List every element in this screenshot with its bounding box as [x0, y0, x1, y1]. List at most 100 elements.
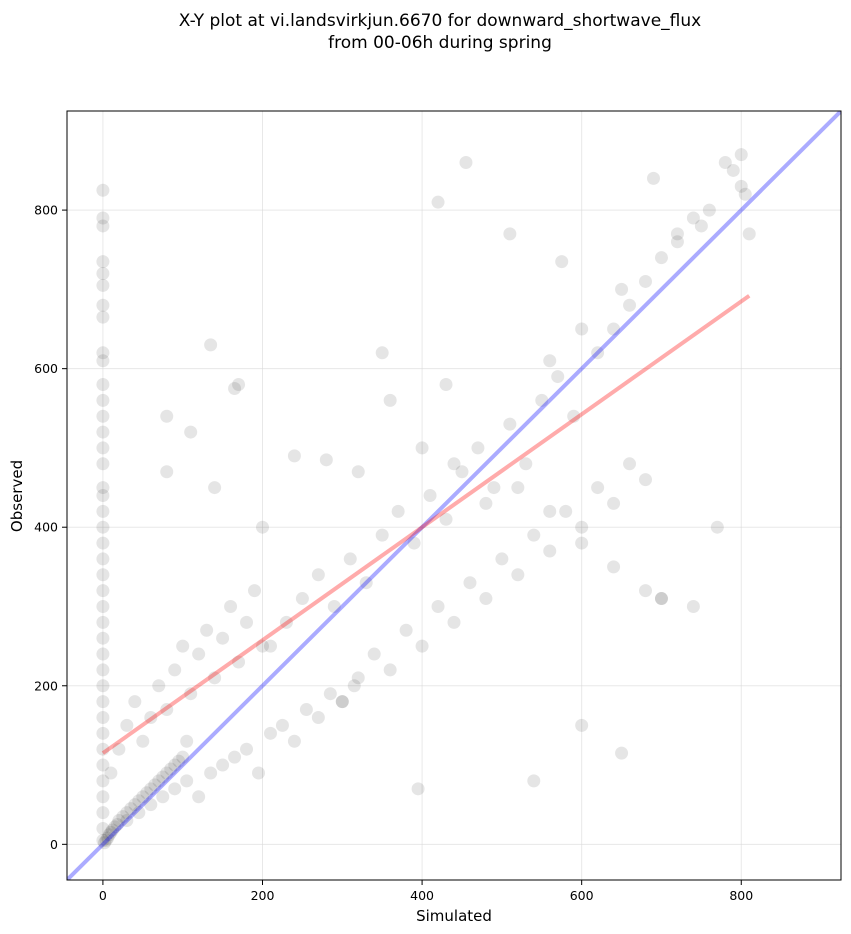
data-point — [120, 718, 134, 732]
data-point — [439, 378, 453, 392]
data-point — [654, 251, 668, 265]
data-point — [98, 836, 112, 850]
data-point — [702, 203, 716, 217]
data-point — [252, 766, 266, 780]
y-axis-label: Observed — [8, 460, 26, 532]
data-point — [495, 552, 509, 566]
data-point — [567, 409, 581, 423]
data-point — [411, 782, 425, 796]
data-point — [591, 346, 605, 360]
data-point — [639, 584, 653, 598]
data-point — [639, 274, 653, 288]
data-point — [168, 758, 182, 772]
data-point — [96, 183, 110, 197]
data-point — [152, 679, 166, 693]
data-point — [96, 219, 110, 233]
data-point — [96, 489, 110, 502]
data-point — [623, 457, 637, 471]
data-point — [710, 520, 724, 534]
data-point — [367, 647, 381, 661]
data-point — [101, 831, 115, 845]
scatter-points — [96, 148, 756, 850]
data-point — [208, 671, 222, 685]
data-point — [431, 599, 445, 613]
data-point — [96, 425, 110, 439]
data-point — [102, 828, 116, 842]
data-point — [543, 544, 557, 558]
data-point — [112, 814, 126, 828]
data-point — [391, 504, 405, 518]
data-point — [228, 381, 242, 395]
data-point — [471, 441, 485, 455]
data-point — [623, 298, 637, 312]
data-point — [575, 520, 589, 534]
data-point — [615, 746, 629, 760]
axis-ticks: 0 200 400 600 800 0 200 400 600 800 — [34, 203, 753, 903]
data-point — [192, 647, 206, 661]
chart-title-line-1: X-Y plot at vi.landsvirkjun.6670 for dow… — [179, 11, 701, 31]
y-tick-label: 400 — [34, 520, 58, 535]
data-point — [287, 734, 301, 748]
y-tick-label: 800 — [34, 203, 58, 218]
data-point — [415, 441, 429, 455]
identity-line — [67, 111, 841, 880]
data-point — [216, 758, 230, 772]
data-point — [527, 774, 541, 788]
data-point — [112, 742, 126, 756]
data-point — [172, 754, 186, 768]
data-point — [152, 774, 166, 788]
data-point — [96, 631, 110, 645]
plot-frame — [66, 110, 842, 881]
data-point — [120, 806, 134, 820]
data-point — [108, 820, 122, 834]
data-point — [375, 346, 389, 360]
data-point — [503, 227, 517, 241]
x-tick-label: 600 — [570, 888, 594, 903]
data-point — [670, 235, 684, 249]
data-point — [180, 734, 194, 748]
data-point — [96, 536, 110, 550]
data-point — [359, 576, 373, 590]
data-point — [519, 457, 533, 471]
data-point — [383, 393, 397, 407]
gridlines — [67, 111, 841, 880]
data-point — [132, 794, 146, 808]
data-point — [96, 806, 110, 820]
data-point — [180, 774, 194, 788]
data-point — [343, 552, 357, 566]
data-point — [335, 695, 349, 709]
data-point — [431, 195, 445, 209]
data-point — [311, 568, 325, 582]
data-point — [323, 687, 337, 701]
data-point — [176, 639, 190, 653]
data-point — [136, 790, 150, 804]
data-point — [96, 393, 110, 407]
data-point — [511, 568, 525, 582]
data-point — [96, 821, 110, 835]
data-point — [327, 599, 341, 613]
data-point — [200, 623, 214, 637]
data-point — [654, 592, 668, 606]
data-point — [575, 536, 589, 550]
y-tick-label: 0 — [50, 837, 58, 852]
data-point — [415, 639, 429, 653]
data-point — [311, 710, 325, 724]
data-point — [96, 599, 110, 613]
data-point — [96, 520, 110, 534]
data-point — [110, 818, 124, 832]
data-point — [240, 742, 254, 756]
data-point — [479, 496, 493, 510]
data-point — [351, 671, 365, 685]
data-point — [351, 465, 365, 479]
data-point — [447, 615, 461, 629]
data-point — [144, 710, 158, 724]
data-point — [96, 346, 110, 360]
data-point — [96, 774, 110, 788]
data-point — [591, 481, 605, 495]
data-point — [208, 481, 222, 495]
data-point — [742, 227, 756, 241]
data-point — [543, 354, 557, 368]
data-point — [128, 695, 142, 709]
data-point — [160, 703, 174, 717]
data-point — [204, 338, 218, 352]
